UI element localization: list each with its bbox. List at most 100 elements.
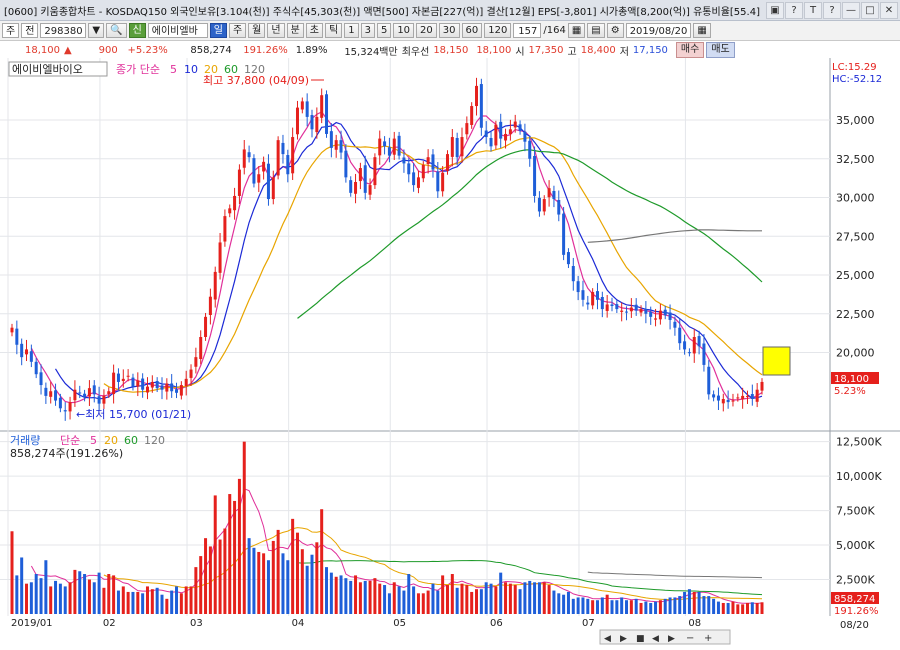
settings-icon[interactable]: ⚙ [606,23,624,38]
sector-badge: 신 [128,23,146,38]
scroll-left-icon[interactable]: ◀ [604,634,611,644]
search-icon[interactable]: 🔍 [106,23,127,38]
volume-bar [741,604,745,614]
volume-bar [475,589,479,614]
volume-pct: 191.26% [243,44,288,56]
volume-bar [726,602,730,614]
volume-bar [528,580,532,614]
interval-120-button[interactable]: 120 [484,23,512,38]
interval-1-button[interactable]: 1 [344,23,359,38]
candle-body [237,169,241,196]
candle-body [131,377,135,387]
bottom-scroll-bar[interactable] [599,629,731,645]
candle-body [44,387,48,396]
candle-body [320,95,324,118]
candle-body [281,142,285,155]
volume-bars [10,441,764,614]
code-dropdown-icon[interactable]: ▼ [88,23,105,38]
volume-bar [54,580,58,614]
candle-body [179,385,183,396]
volume-bar [184,586,188,614]
market-select[interactable]: 전 [21,23,39,38]
scroll-right-icon[interactable]: ▶ [620,634,627,644]
candle-body [242,149,246,168]
candle-body [542,199,546,212]
volume-bar [160,594,164,614]
price-change-pct: +5.23% [127,44,168,56]
interval-20-button[interactable]: 20 [416,23,437,38]
volume-bar [15,575,19,614]
turnover-rate: 1.89% [295,44,328,56]
price-tick-label: 32,500 [836,153,875,166]
best-ask-label: 최우선 [401,46,430,58]
candle-body [610,304,614,306]
count-input[interactable]: 157 [513,23,542,38]
calendar-icon[interactable]: ▦ [693,23,711,38]
stock-chart[interactable]: 35,000 32,500 30,000 27,500 25,000 22,500 20,0… [0,58,900,650]
period-day-button[interactable]: 일 [209,23,227,38]
interval-3-button[interactable]: 3 [360,23,375,38]
minimize-button[interactable]: — [842,2,860,19]
save-icon[interactable]: ▤ [587,23,605,38]
period-year-button[interactable]: 년 [267,23,285,38]
interval-5-button[interactable]: 5 [376,23,392,38]
volume-bar [44,560,48,614]
close-button[interactable]: ✕ [880,2,898,19]
question-icon[interactable]: ? [785,2,803,19]
stock-type-select[interactable]: 주 [2,23,20,38]
volume-bar [407,574,411,614]
help-icon[interactable]: ? [823,2,841,19]
best-ask: 18,150 [433,44,469,56]
period-month-button[interactable]: 월 [248,23,266,38]
candle-body [571,266,575,282]
volume-bar [237,478,241,614]
title-bar: [0600] 키움종합차트 - KOSDAQ150 외국인보유[3.104(천)… [0,0,900,21]
candle-body [155,381,159,389]
stock-code-input[interactable]: 298380 [40,23,87,38]
zoom-out-icon[interactable]: − [686,633,694,644]
candle-body [566,252,570,265]
volume-bar [150,589,154,614]
date-input[interactable]: 2019/08/20 [625,23,692,38]
text-icon[interactable]: T [804,2,822,19]
high-price: 18,400 [580,44,616,56]
candle-body [334,140,338,150]
interval-10-button[interactable]: 10 [393,23,415,38]
interval-60-button[interactable]: 60 [461,23,483,38]
volume-bar [600,597,604,614]
volume-bar [189,586,193,614]
volume-bar [334,576,338,614]
volume-bar [484,582,488,614]
page-right-icon[interactable]: ▶ [668,634,675,644]
volume-bar [678,596,682,614]
zoom-in-icon[interactable]: + [704,633,712,644]
candle-body [354,182,358,194]
stop-icon[interactable]: ■ [636,634,645,644]
layout-icon[interactable]: ▣ [766,2,784,19]
volume-bar [295,532,299,614]
stock-name-field[interactable]: 에이비엘바 [147,23,208,38]
interval-30-button[interactable]: 30 [438,23,460,38]
buy-button[interactable]: 매수 [675,42,705,58]
volume-bar [581,597,585,614]
period-tick-button[interactable]: 틱 [324,23,343,38]
grid-icon[interactable]: ▦ [567,23,586,38]
volume-bar [378,583,382,614]
period-second-button[interactable]: 초 [305,23,323,38]
candle-body [455,137,459,158]
candle-body [373,157,377,186]
volume-bar [591,600,595,614]
sell-button[interactable]: 매도 [706,42,735,58]
candle-body [170,383,174,392]
volume-bar [547,585,551,614]
volume-bar [731,601,735,614]
maximize-button[interactable]: □ [861,2,879,19]
volume-bar [126,591,130,614]
candle-body [712,394,716,398]
period-week-button[interactable]: 주 [228,23,247,38]
period-minute-button[interactable]: 분 [286,23,304,38]
candle-body [247,152,251,158]
page-left-icon[interactable]: ◀ [652,634,659,644]
candle-body [87,388,91,397]
hc-label: HC:-52.12 [832,74,882,85]
